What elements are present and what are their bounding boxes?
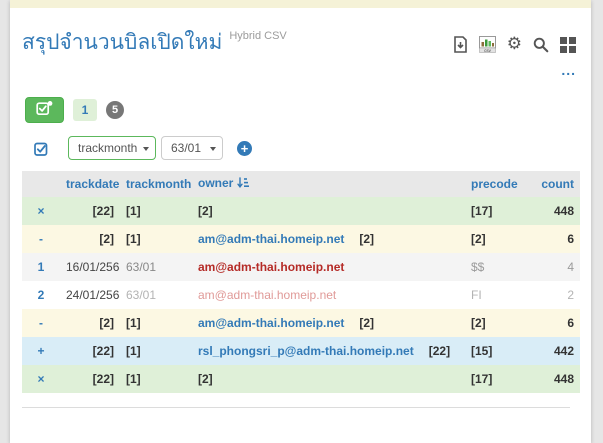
cell-count: 448 [553, 204, 574, 218]
owner-count-badge: [22] [428, 344, 451, 358]
cell-trackmonth: [1] [126, 372, 141, 386]
card-top-accent-bar [10, 0, 591, 8]
cell-count: 4 [567, 260, 574, 274]
owner-email-link: rsl_phongsri_p@adm-thai.homeip.net [198, 344, 414, 358]
col-header-trackdate[interactable]: trackdate [66, 177, 120, 191]
owner-email-link: am@adm-thai.homeip.net [198, 316, 345, 330]
pivot-table: trackdate trackmonth owner precode count… [22, 171, 580, 393]
download-file-icon[interactable] [453, 36, 468, 53]
cell-count: 448 [553, 372, 574, 386]
table-row-detail: 2 24/01/2563 63/01 am@adm-thai.homeip.ne… [22, 281, 580, 309]
cell-precode: [17] [471, 372, 493, 386]
cell-count: 2 [567, 288, 574, 302]
table-header-row: trackdate trackmonth owner precode count [22, 171, 580, 197]
table-row-group-collapsed: + [22] [1] rsl_phongsri_p@adm-thai.homei… [22, 337, 580, 365]
col-header-count[interactable]: count [541, 177, 574, 191]
search-icon[interactable] [533, 37, 549, 53]
row-collapse-control[interactable]: - [39, 316, 43, 330]
table-row-group: - [2] [1] am@adm-thai.homeip.net [2] [2] … [22, 225, 580, 253]
checked-box-dot-icon [36, 100, 53, 121]
report-card: สรุปจำนวนบิลเปิดใหม่ Hybrid CSV [10, 0, 591, 443]
filter-value-select[interactable]: 63/01 [161, 136, 223, 160]
col-header-trackmonth[interactable]: trackmonth [126, 177, 192, 191]
svg-text:csv: csv [484, 48, 492, 53]
more-options-button[interactable]: ... [561, 62, 576, 78]
row-index[interactable]: 1 [37, 260, 45, 274]
row-collapse-control[interactable]: × [37, 372, 45, 386]
filter-field-select[interactable]: trackmonth [68, 136, 156, 160]
cell-precode: [2] [471, 232, 486, 246]
sort-amount-icon [237, 177, 250, 192]
cell-trackdate: [2] [99, 316, 114, 330]
row-collapse-control[interactable]: × [37, 204, 45, 218]
cell-count: 6 [567, 316, 574, 330]
cell-precode: [15] [471, 344, 493, 358]
cell-trackdate: [22] [92, 204, 114, 218]
row-expand-control[interactable]: + [37, 344, 45, 358]
report-subtitle: Hybrid CSV [229, 30, 287, 42]
total-filter-count-badge: 5 [106, 101, 124, 119]
cell-precode: [2] [471, 316, 486, 330]
chevron-down-icon [210, 147, 216, 151]
cell-trackmonth: 63/01 [126, 260, 157, 274]
table-row-detail: 1 16/01/2563 63/01 am@adm-thai.homeip.ne… [22, 253, 580, 281]
cell-trackmonth: 63/01 [126, 288, 157, 302]
filter-field-value: trackmonth [78, 141, 138, 155]
row-index[interactable]: 2 [37, 288, 45, 302]
cell-owner[interactable]: am@adm-thai.homeip.net [2] [192, 225, 465, 253]
export-csv-icon[interactable]: csv [478, 36, 496, 53]
cell-owner: am@adm-thai.homeip.net [198, 260, 345, 274]
table-row-grand-total: × [22] [1] [2] [17] 448 [22, 197, 580, 225]
cell-owner: [2] [198, 204, 213, 218]
table-row-group: - [2] [1] am@adm-thai.homeip.net [2] [2] … [22, 309, 580, 337]
chevron-down-icon [143, 147, 149, 151]
filter-section: 1 5 trackmonth 63/01 + [22, 97, 580, 160]
layout-grid-icon[interactable] [560, 36, 576, 53]
settings-gear-icon[interactable]: ⚙ [506, 34, 522, 54]
table-row-grand-total: × [22] [1] [2] [17] 448 [22, 365, 580, 393]
toolbar: csv ⚙ ... [453, 28, 576, 78]
apply-filter-button[interactable] [25, 97, 64, 123]
col-header-owner[interactable]: owner [192, 171, 465, 197]
cell-trackmonth: [1] [126, 344, 141, 358]
col-header-precode[interactable]: precode [471, 177, 518, 191]
cell-precode: $$ [471, 260, 485, 274]
cell-trackmonth: [1] [126, 316, 141, 330]
cell-trackdate: 24/01/2563 [66, 288, 120, 302]
cell-owner: am@adm-thai.homeip.net [198, 288, 337, 302]
report-header: สรุปจำนวนบิลเปิดใหม่ Hybrid CSV [22, 28, 580, 78]
cell-owner[interactable]: rsl_phongsri_p@adm-thai.homeip.net [22] [192, 337, 465, 365]
cell-precode: FI [471, 288, 482, 302]
cell-count: 442 [553, 344, 574, 358]
title-block: สรุปจำนวนบิลเปิดใหม่ Hybrid CSV [22, 28, 287, 58]
cell-owner[interactable]: am@adm-thai.homeip.net [2] [192, 309, 465, 337]
cell-trackdate: [22] [92, 372, 114, 386]
page-title: สรุปจำนวนบิลเปิดใหม่ [22, 31, 223, 54]
cell-precode: [17] [471, 204, 493, 218]
row-collapse-control[interactable]: - [39, 232, 43, 246]
section-divider [22, 407, 570, 408]
cell-trackmonth: [1] [126, 232, 141, 246]
cell-trackmonth: [1] [126, 204, 141, 218]
selected-filter-count-badge[interactable]: 1 [73, 99, 97, 121]
cell-count: 6 [567, 232, 574, 246]
owner-count-badge: [2] [359, 232, 375, 246]
filter-checkbox-icon[interactable] [34, 141, 50, 156]
add-filter-button[interactable]: + [237, 140, 252, 156]
cell-trackdate: [22] [92, 344, 114, 358]
owner-count-badge: [2] [359, 316, 375, 330]
col-header-expander [22, 171, 60, 197]
cell-trackdate: [2] [99, 232, 114, 246]
owner-email-link: am@adm-thai.homeip.net [198, 232, 345, 246]
filter-value-value: 63/01 [171, 141, 202, 155]
cell-owner: [2] [198, 372, 213, 386]
cell-trackdate: 16/01/2563 [66, 260, 120, 274]
